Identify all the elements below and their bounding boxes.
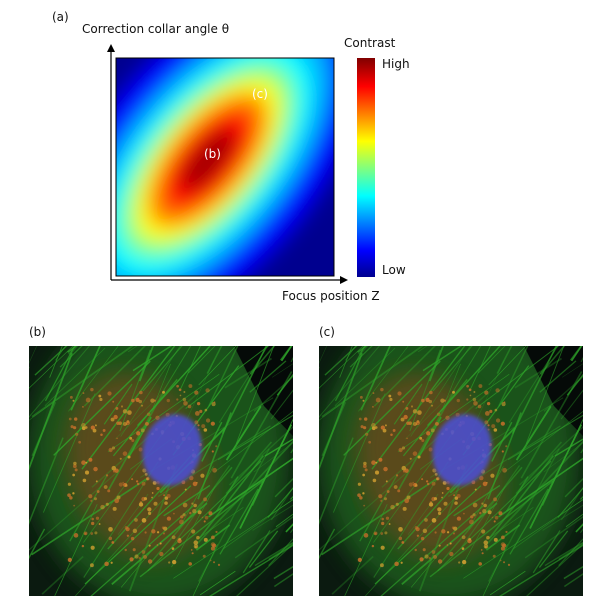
y-axis-label: Correction collar angle θ bbox=[82, 22, 230, 36]
panel-a-label: (a) bbox=[52, 10, 69, 24]
plot-frame bbox=[115, 57, 335, 277]
x-axis-arrow-icon bbox=[340, 276, 348, 284]
contrast-heatmap bbox=[116, 58, 334, 276]
x-axis-label: Focus position Z bbox=[282, 289, 380, 303]
colorbar-high-label: High bbox=[382, 57, 410, 71]
colorbar-title: Contrast bbox=[344, 36, 396, 50]
colorbar-low-label: Low bbox=[382, 263, 406, 277]
axes bbox=[110, 50, 342, 281]
micrograph-b bbox=[29, 346, 293, 596]
marker-c: (c) bbox=[252, 87, 268, 101]
colorbar bbox=[357, 58, 375, 277]
panel-b-label: (b) bbox=[29, 325, 46, 339]
y-axis-arrow-icon bbox=[107, 44, 115, 52]
micrograph-c bbox=[319, 346, 583, 596]
panel-c-label: (c) bbox=[319, 325, 335, 339]
marker-b: (b) bbox=[204, 147, 221, 161]
